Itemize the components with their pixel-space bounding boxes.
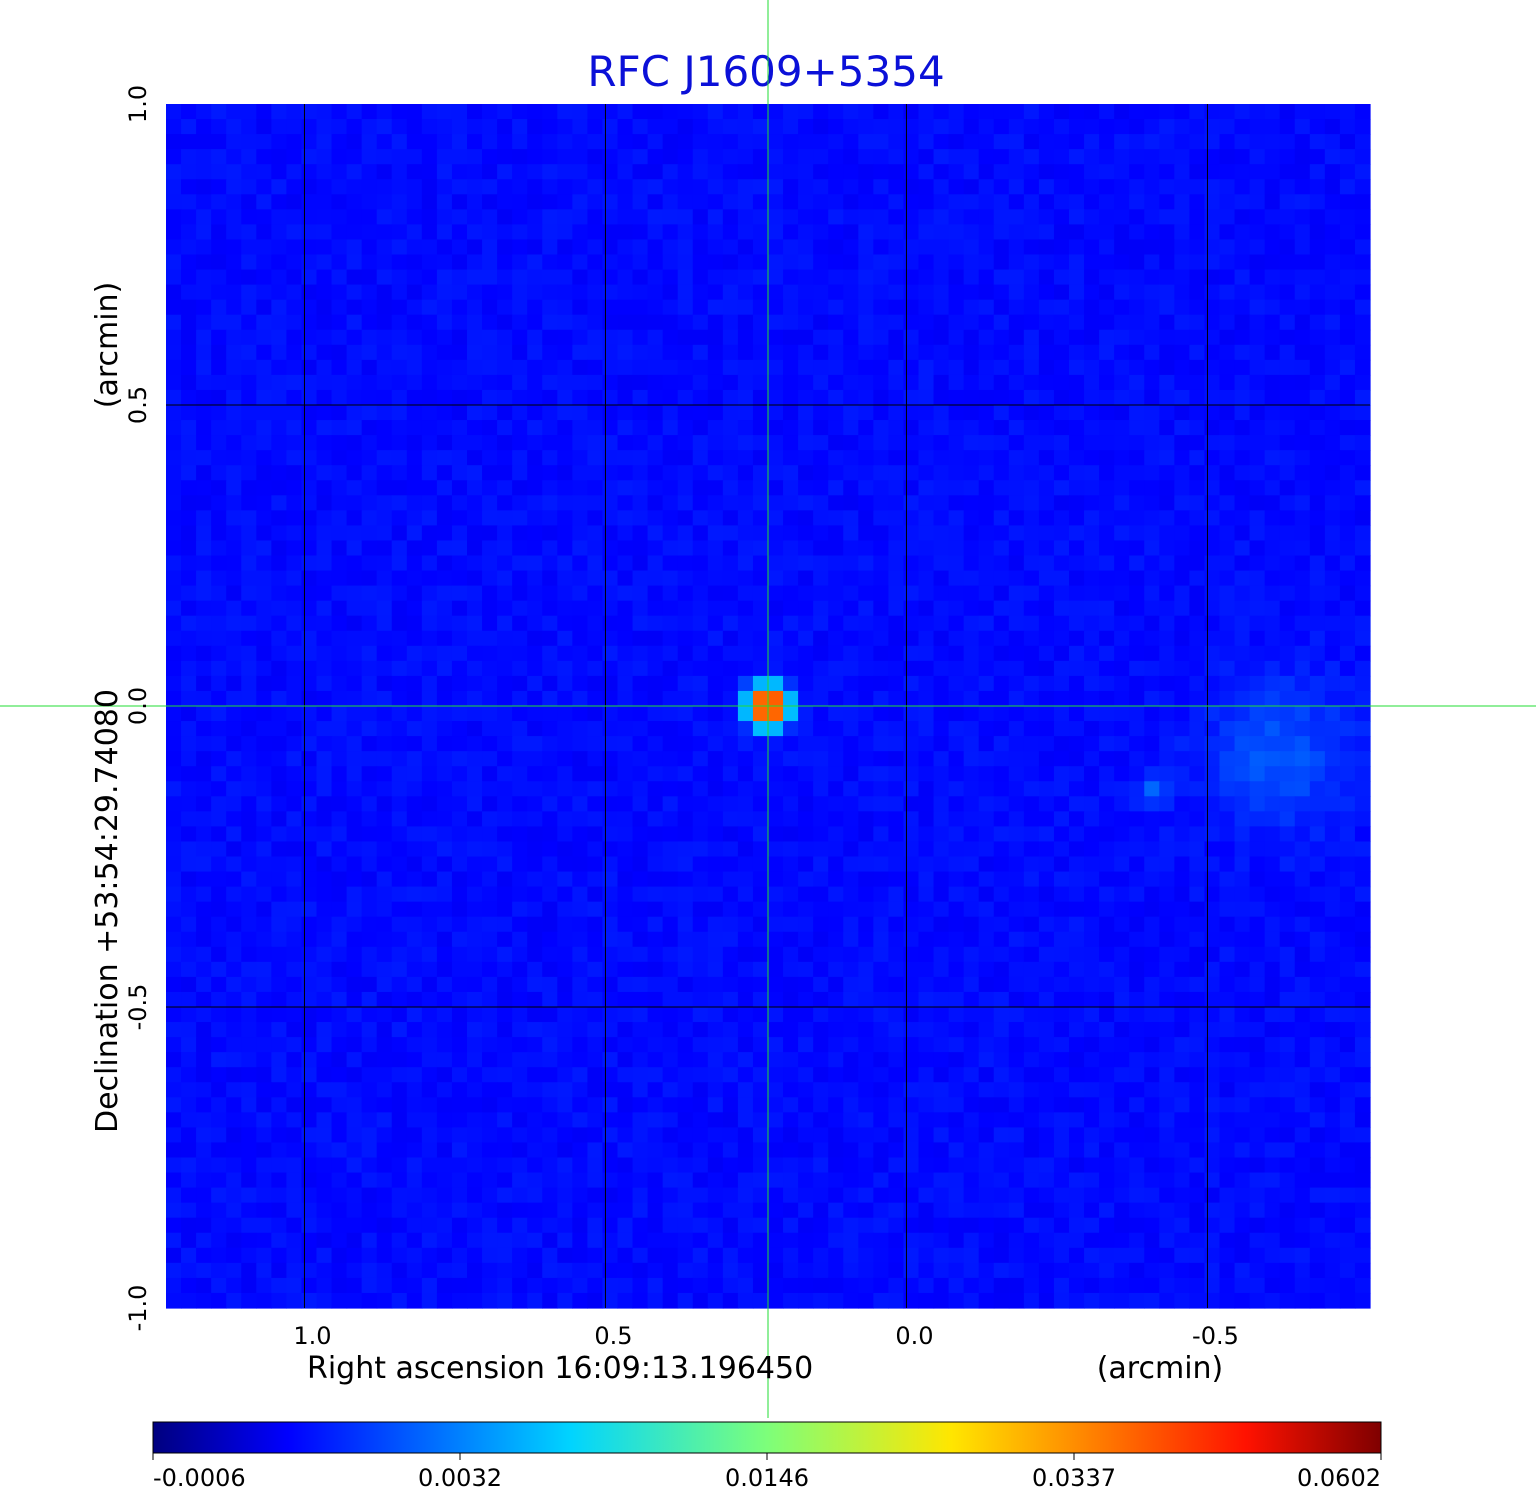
colorbar-tick-label: 0.0146 xyxy=(725,1464,809,1492)
y-tick-labels: 1.0 0.5 0.0 -0.5 -1.0 xyxy=(124,85,152,1332)
x-tick-label: 0.5 xyxy=(594,1322,632,1350)
colorbar-tick-label: 0.0602 xyxy=(1297,1464,1381,1492)
x-axis-unit-label: (arcmin) xyxy=(1097,1351,1224,1386)
y-tick-label: -1.0 xyxy=(124,1285,152,1332)
colorbar-tick-labels: -0.0006 0.0032 0.0146 0.0337 0.0602 xyxy=(152,1453,1382,1492)
image-plane xyxy=(166,104,1371,1309)
y-tick-label: 0.0 xyxy=(124,687,152,725)
y-tick-label: -0.5 xyxy=(124,984,152,1031)
x-tick-label: 1.0 xyxy=(293,1322,331,1350)
y-axis-unit-label: (arcmin) xyxy=(90,282,125,409)
colorbar-tick-label: 0.0032 xyxy=(418,1464,502,1492)
colorbar-tick-label: 0.0337 xyxy=(1032,1464,1116,1492)
x-tick-labels: 1.0 0.5 0.0 -0.5 xyxy=(293,1322,1239,1350)
colorbar xyxy=(152,1421,1382,1454)
y-tick-label: 1.0 xyxy=(124,85,152,123)
x-tick-label: -0.5 xyxy=(1192,1322,1239,1350)
x-axis-label: Right ascension 16:09:13.196450 xyxy=(307,1351,813,1386)
y-axis-label: Declination +53:54:29.74080 xyxy=(90,689,125,1133)
y-tick-label: 0.5 xyxy=(124,386,152,424)
x-tick-label: 0.0 xyxy=(895,1322,933,1350)
chart-title: RFC J1609+5354 xyxy=(587,47,944,96)
colorbar-tick-label: -0.0006 xyxy=(153,1464,246,1492)
crosshair xyxy=(0,0,1536,1418)
